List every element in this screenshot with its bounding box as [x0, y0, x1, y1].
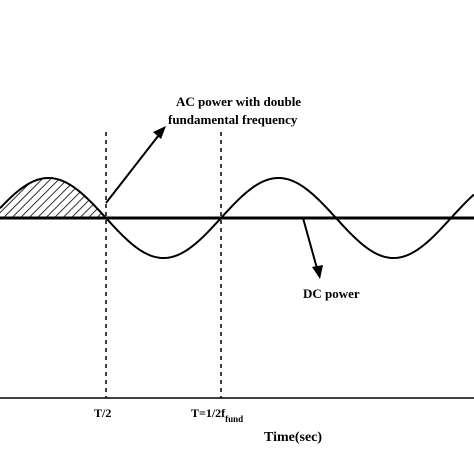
- ac-power-label-line1: AC power with double: [176, 94, 301, 109]
- period-label-main: T=1/2f: [191, 406, 226, 420]
- shaded-positive-half-cycle: [0, 178, 106, 218]
- dc-pointer-arrowhead: [312, 265, 323, 279]
- dc-pointer-arrow: [302, 217, 319, 273]
- ac-power-waveform: [0, 176, 474, 260]
- ac-power-label-line2: fundamental frequency: [168, 112, 298, 127]
- ac-pointer-arrowhead: [153, 126, 166, 139]
- ac-pointer-arrow: [105, 130, 163, 204]
- half-period-label: T/2: [94, 406, 111, 420]
- period-label: T=1/2ffund: [191, 406, 243, 424]
- dc-power-label: DC power: [303, 286, 360, 301]
- period-label-subscript: fund: [225, 414, 243, 424]
- x-axis-label: Time(sec): [264, 430, 322, 445]
